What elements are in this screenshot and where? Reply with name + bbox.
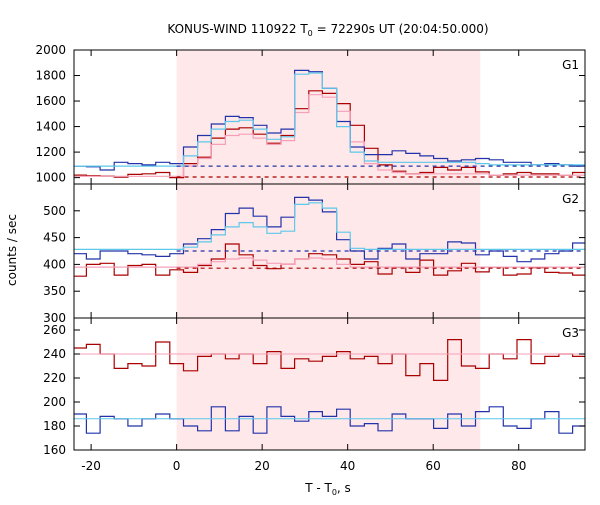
plot-area-g3	[74, 339, 585, 434]
panel-g1: 1000 1200 1400 1600 1800 2000 G1	[35, 43, 586, 185]
y-tick-label: 240	[43, 347, 66, 361]
x-tick-label: 20	[255, 459, 270, 473]
panel-label: G2	[562, 192, 579, 206]
y-tick-label: 1800	[35, 69, 66, 83]
panel-label: G3	[562, 326, 579, 340]
panels-layer: 100012001400160018002000G130035040045050…	[35, 43, 586, 473]
highlight-interval	[176, 318, 481, 450]
y-tick-label: 1400	[35, 120, 66, 134]
x-tick-label: 0	[173, 459, 181, 473]
y-tick-label: 1000	[35, 171, 66, 185]
panel-g2: 300 350 400 450 500 G2	[43, 183, 586, 325]
y-tick-label: 160	[43, 443, 66, 457]
y-tick-label: 260	[43, 323, 66, 337]
y-tick-label: 200	[43, 395, 66, 409]
y-tick-label: 350	[43, 284, 66, 298]
y-tick-label: 1600	[35, 94, 66, 108]
y-axis-title: counts / sec	[5, 214, 19, 286]
y-tick-label: 180	[43, 419, 66, 433]
y-tick-label: 450	[43, 231, 66, 245]
highlight-interval	[176, 50, 481, 184]
chart-title: KONUS-WIND 110922 T0 = 72290s UT (20:04:…	[167, 22, 488, 38]
x-tick-label: 60	[426, 459, 441, 473]
series-g1-3-detector2_model-step	[74, 72, 585, 167]
panel-label: G1	[562, 58, 579, 72]
y-tick-label: 400	[43, 257, 66, 271]
series-g3-2-detector2-step	[74, 406, 585, 434]
y-tick-label: 220	[43, 371, 66, 385]
y-tick-label: 500	[43, 204, 66, 218]
y-tick-label: 2000	[35, 43, 66, 57]
y-tick-label: 1200	[35, 145, 66, 159]
y-tick-label: 300	[43, 311, 66, 325]
x-tick-label: 80	[511, 459, 526, 473]
series-g2-1-detector1_model-step	[74, 257, 585, 268]
x-axis-title: T - T0, s	[304, 481, 351, 497]
plot-area-g2	[74, 196, 585, 277]
x-tick-label: 40	[340, 459, 355, 473]
panel-g3: 160 180 200 220 240 260 -20 0 20 40 60 80 G3	[43, 317, 586, 473]
series-g2-3-detector2_model-step	[74, 202, 585, 250]
plot-area-g1	[74, 69, 585, 179]
series-g2-2-detector2-step	[74, 196, 585, 263]
x-tick-label: -20	[81, 459, 101, 473]
panel-frame	[73, 317, 586, 451]
